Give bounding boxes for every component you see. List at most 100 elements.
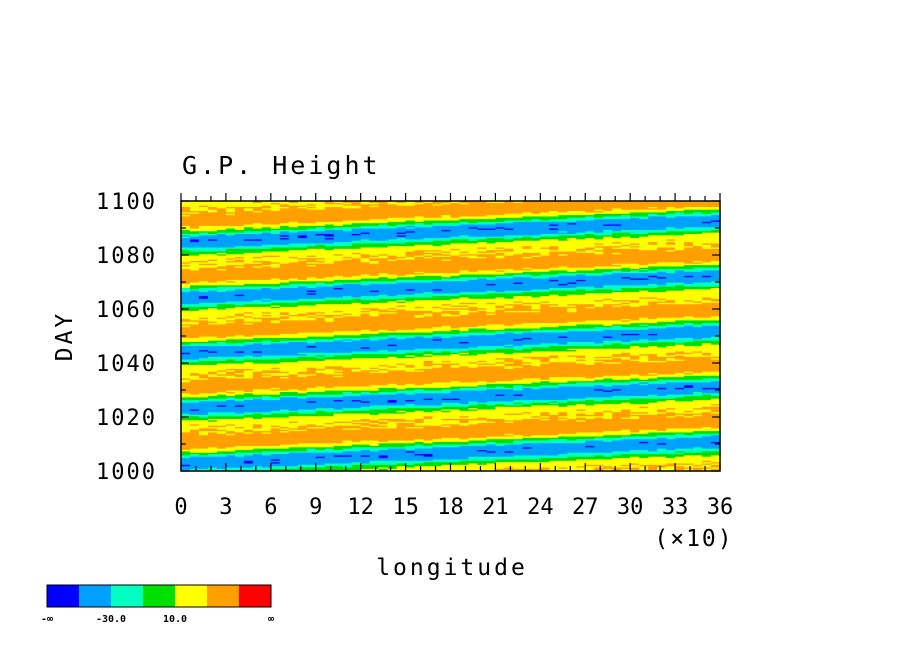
heatmap-cell xyxy=(405,452,416,455)
heatmap-cell xyxy=(441,376,452,379)
heatmap-cell xyxy=(468,403,479,406)
heatmap-cell xyxy=(513,404,523,407)
heatmap-cell xyxy=(576,438,586,441)
heatmap-cell xyxy=(603,410,613,413)
heatmap-cell xyxy=(342,388,353,391)
heatmap-cell xyxy=(216,376,227,379)
heatmap-cell xyxy=(396,363,407,365)
heatmap-cell xyxy=(333,377,344,380)
heatmap-cell xyxy=(657,464,667,467)
heatmap-cell xyxy=(639,364,649,367)
heatmap-cell xyxy=(666,450,676,453)
heatmap-cell xyxy=(360,369,371,372)
heatmap-cell xyxy=(234,376,245,379)
heatmap-cell xyxy=(675,361,685,364)
heatmap-cell xyxy=(504,395,514,398)
heatmap-cell xyxy=(648,444,658,446)
heatmap-cell xyxy=(711,373,721,376)
heatmap-cell xyxy=(387,383,398,386)
heatmap-cell xyxy=(585,407,595,410)
heatmap-cell xyxy=(576,376,586,379)
heatmap-cell xyxy=(252,421,263,423)
heatmap-cell xyxy=(504,369,514,372)
heatmap-cell xyxy=(324,453,335,456)
heatmap-cell xyxy=(351,363,362,365)
heatmap-cell xyxy=(288,384,299,387)
heatmap-cell xyxy=(711,377,721,380)
heatmap-cell xyxy=(234,406,245,409)
heatmap-cell xyxy=(189,384,200,387)
heatmap-cell xyxy=(576,457,586,460)
heatmap-cell xyxy=(405,426,416,429)
heatmap-cell xyxy=(189,390,200,392)
heatmap-cell xyxy=(207,403,218,406)
heatmap-cell xyxy=(468,408,479,411)
heatmap-cell xyxy=(450,426,461,429)
heatmap-cell xyxy=(405,406,416,409)
heatmap-cell xyxy=(477,371,488,374)
heatmap-cell xyxy=(567,466,577,469)
heatmap-cell xyxy=(468,379,479,382)
heatmap-cell xyxy=(693,410,703,413)
heatmap-cell xyxy=(342,396,353,399)
heatmap-cell xyxy=(297,377,308,380)
heatmap-cell xyxy=(594,464,604,467)
heatmap-cell xyxy=(531,412,541,415)
heatmap-cell xyxy=(243,390,254,392)
heatmap-cell xyxy=(693,380,703,383)
heatmap-cell xyxy=(450,402,461,405)
heatmap-cell xyxy=(207,406,218,409)
heatmap-cell xyxy=(306,407,317,410)
heatmap-cell xyxy=(585,414,595,417)
heatmap-cell xyxy=(234,396,245,399)
heatmap-cell xyxy=(252,395,263,398)
heatmap-cell xyxy=(351,456,362,459)
heatmap-cell xyxy=(405,419,416,422)
heatmap-cell xyxy=(243,438,254,441)
heatmap-cell xyxy=(342,417,353,419)
heatmap-cell xyxy=(405,450,416,453)
heatmap-cell xyxy=(369,408,380,411)
heatmap-cell xyxy=(657,379,667,382)
heatmap-cell xyxy=(522,375,532,378)
heatmap-cell xyxy=(360,403,371,406)
heatmap-cell xyxy=(558,384,568,387)
heatmap-cell xyxy=(540,390,550,392)
heatmap-cell xyxy=(441,400,452,403)
heatmap-cell xyxy=(585,383,595,386)
heatmap-cell xyxy=(396,419,407,422)
heatmap-cell xyxy=(675,431,685,434)
heatmap-cell xyxy=(477,457,488,460)
heatmap-cell xyxy=(342,438,353,441)
heatmap-cell xyxy=(181,395,191,398)
heatmap-cell xyxy=(324,385,335,388)
heatmap-cell xyxy=(324,456,335,459)
heatmap-cell xyxy=(360,398,371,401)
heatmap-cell xyxy=(594,449,604,452)
heatmap-cell xyxy=(468,395,479,398)
heatmap-cell xyxy=(684,468,694,471)
heatmap-cell xyxy=(189,461,200,464)
heatmap-cell xyxy=(432,380,443,383)
heatmap-cell xyxy=(207,384,218,387)
heatmap-cell xyxy=(387,422,398,425)
heatmap-cell xyxy=(369,384,380,387)
heatmap-cell xyxy=(693,368,703,371)
heatmap-cell xyxy=(432,415,443,418)
heatmap-cell xyxy=(315,422,326,425)
heatmap-cell xyxy=(369,468,380,471)
heatmap-cell xyxy=(279,371,290,374)
heatmap-cell xyxy=(198,392,209,395)
heatmap-cell xyxy=(324,450,335,453)
heatmap-cell xyxy=(621,457,631,460)
heatmap-cell xyxy=(432,466,443,469)
heatmap-cell xyxy=(531,439,541,442)
heatmap-cell xyxy=(225,379,236,382)
heatmap-cell xyxy=(279,446,290,449)
heatmap-cell xyxy=(693,396,703,399)
heatmap-cell xyxy=(279,430,290,433)
heatmap-cell xyxy=(684,442,694,445)
heatmap-cell xyxy=(558,425,568,428)
heatmap-cell xyxy=(378,466,389,469)
heatmap-cell xyxy=(486,456,497,459)
